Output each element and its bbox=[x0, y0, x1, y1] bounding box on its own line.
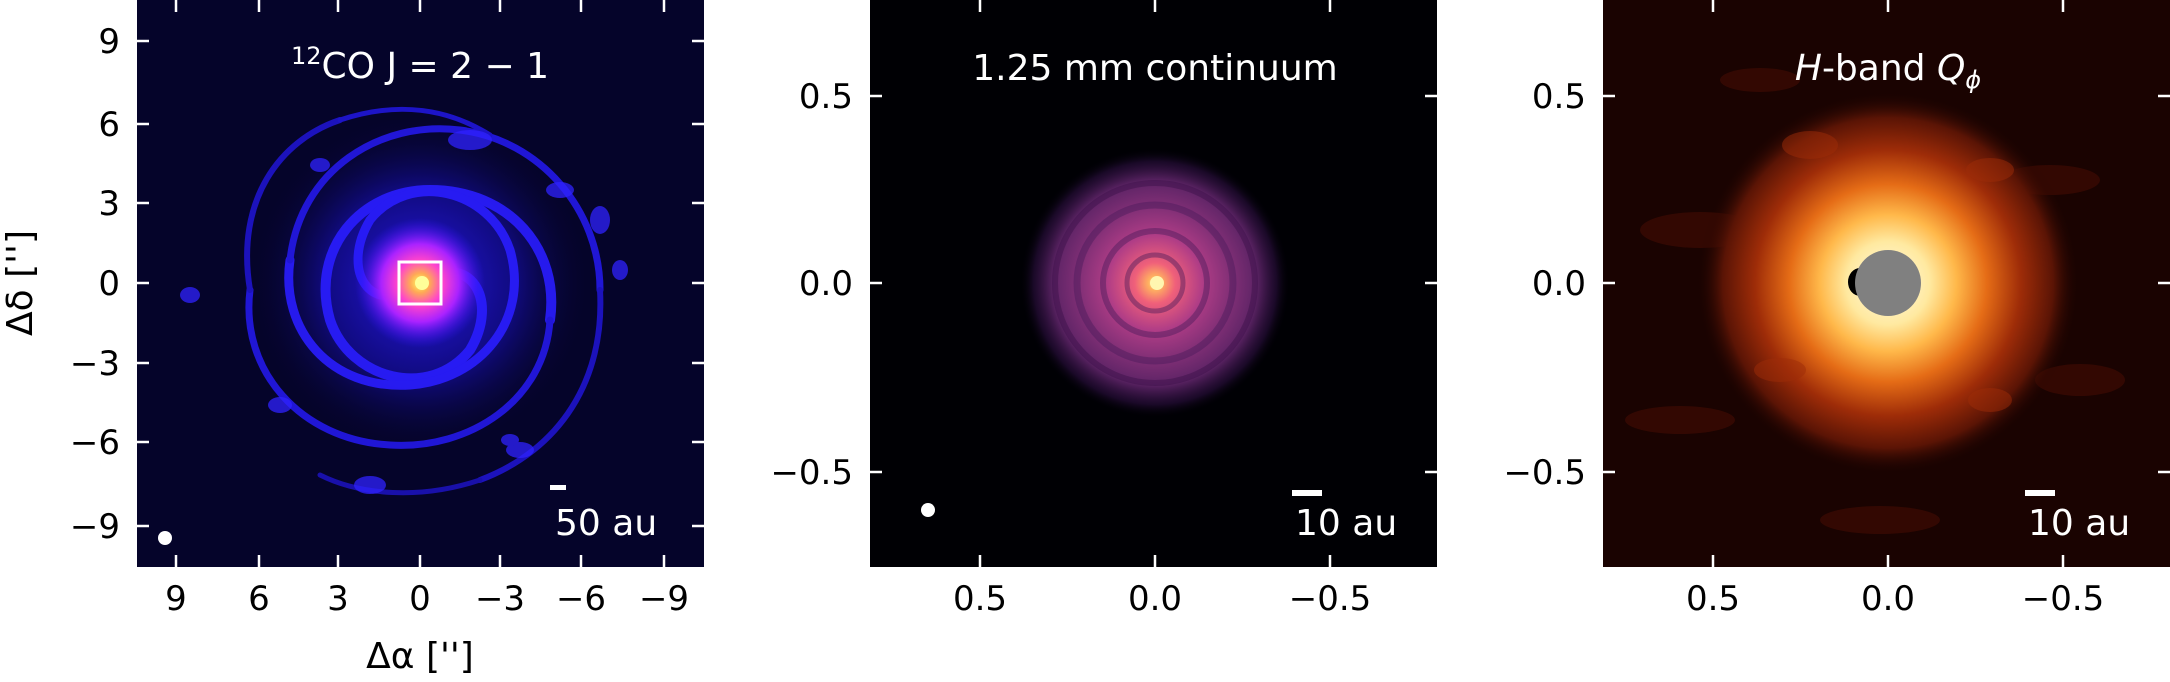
panel-co-ticks bbox=[137, 0, 704, 567]
scalebar bbox=[1292, 490, 1322, 496]
x-tick-label: −0.5 bbox=[1289, 579, 1372, 619]
y-tick-label: 0.5 bbox=[799, 77, 853, 117]
y-tick-label: −6 bbox=[70, 423, 120, 463]
y-tick-label: 0.0 bbox=[799, 264, 853, 304]
panel-hband-ticks bbox=[1603, 0, 2170, 567]
scalebar-label: 10 au bbox=[1295, 503, 1397, 544]
beam-marker bbox=[158, 531, 172, 545]
x-tick-label: 3 bbox=[327, 579, 349, 619]
x-tick-label: −6 bbox=[556, 579, 606, 619]
panel-continuum-y-ticklabels: 0.5 0.0 −0.5 bbox=[770, 77, 853, 493]
panel-co-title: 12CO J = 2 − 1 bbox=[291, 42, 549, 87]
y-tick-label: 9 bbox=[98, 22, 120, 62]
scalebar bbox=[550, 485, 566, 490]
beam-marker bbox=[921, 503, 935, 517]
x-tick-label: 6 bbox=[248, 579, 270, 619]
panel-continuum-image bbox=[1020, 148, 1290, 418]
panel-co-image bbox=[180, 106, 628, 496]
y-tick-label: 0.0 bbox=[1532, 264, 1586, 304]
y-axis-label: Δδ [''] bbox=[0, 230, 41, 336]
x-tick-label: −3 bbox=[475, 579, 525, 619]
y-tick-label: −0.5 bbox=[1503, 453, 1586, 493]
x-tick-label: 9 bbox=[165, 579, 187, 619]
panel-continuum-x-ticklabels: 0.5 0.0 −0.5 bbox=[953, 579, 1371, 619]
x-tick-label: −0.5 bbox=[2022, 579, 2105, 619]
scalebar-label: 50 au bbox=[555, 503, 657, 544]
inset-box bbox=[397, 260, 443, 306]
y-tick-label: −0.5 bbox=[770, 453, 853, 493]
panel-co: 12CO J = 2 − 1 50 au 9 6 3 0 −3 −6 −9 9 … bbox=[0, 0, 704, 677]
panel-continuum: 1.25 mm continuum 10 au 0.5 0.0 −0.5 0.5… bbox=[770, 0, 1437, 619]
y-tick-label: 3 bbox=[98, 184, 120, 224]
panel-hband: H-band Qϕ 10 au 0.5 0.0 −0.5 0.5 0.0 −0.… bbox=[1503, 0, 2170, 619]
panel-continuum-title: 1.25 mm continuum bbox=[972, 48, 1337, 89]
scalebar bbox=[2025, 490, 2055, 496]
y-tick-label: −9 bbox=[70, 507, 120, 547]
y-tick-label: 6 bbox=[98, 105, 120, 145]
panel-continuum-ticks bbox=[870, 0, 1437, 567]
y-tick-label: −3 bbox=[70, 344, 120, 384]
y-tick-label: 0 bbox=[98, 264, 120, 304]
x-tick-label: 0.0 bbox=[1128, 579, 1182, 619]
panel-hband-x-ticklabels: 0.5 0.0 −0.5 bbox=[1686, 579, 2104, 619]
panel-co-x-ticklabels: 9 6 3 0 −3 −6 −9 bbox=[165, 579, 689, 619]
x-tick-label: 0.0 bbox=[1861, 579, 1915, 619]
coronagraph-mask bbox=[1855, 250, 1921, 316]
x-tick-label: 0.5 bbox=[953, 579, 1007, 619]
panel-hband-title: H-band Qϕ bbox=[1795, 48, 1981, 94]
scalebar-label: 10 au bbox=[2028, 503, 2130, 544]
x-tick-label: 0 bbox=[409, 579, 431, 619]
x-tick-label: −9 bbox=[639, 579, 689, 619]
y-tick-label: 0.5 bbox=[1532, 77, 1586, 117]
x-axis-label: Δα [''] bbox=[366, 636, 474, 677]
x-tick-label: 0.5 bbox=[1686, 579, 1740, 619]
panel-hband-y-ticklabels: 0.5 0.0 −0.5 bbox=[1503, 77, 1586, 493]
panel-co-y-ticklabels: 9 6 3 0 −3 −6 −9 bbox=[70, 22, 120, 547]
